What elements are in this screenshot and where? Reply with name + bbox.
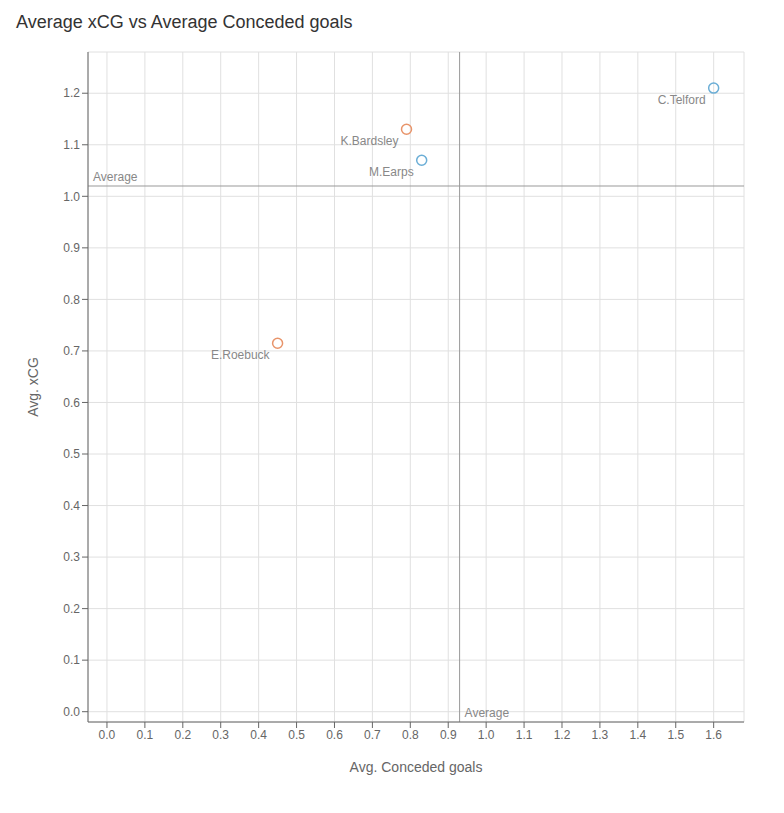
- svg-text:0.8: 0.8: [63, 293, 80, 307]
- svg-text:0.6: 0.6: [63, 396, 80, 410]
- svg-text:1.5: 1.5: [667, 728, 684, 742]
- svg-text:0.0: 0.0: [99, 728, 116, 742]
- svg-text:0.8: 0.8: [402, 728, 419, 742]
- svg-text:M.Earps: M.Earps: [369, 165, 414, 179]
- svg-text:0.2: 0.2: [63, 602, 80, 616]
- svg-text:1.3: 1.3: [592, 728, 609, 742]
- svg-text:0.3: 0.3: [212, 728, 229, 742]
- svg-text:0.4: 0.4: [250, 728, 267, 742]
- svg-text:Avg. Conceded goals: Avg. Conceded goals: [350, 759, 483, 775]
- svg-text:C.Telford: C.Telford: [658, 93, 706, 107]
- svg-text:0.5: 0.5: [63, 447, 80, 461]
- svg-text:Avg. xCG: Avg. xCG: [25, 357, 41, 417]
- svg-text:0.7: 0.7: [364, 728, 381, 742]
- svg-text:0.5: 0.5: [288, 728, 305, 742]
- svg-text:0.2: 0.2: [174, 728, 191, 742]
- svg-text:K.Bardsley: K.Bardsley: [340, 134, 398, 148]
- svg-text:1.2: 1.2: [554, 728, 571, 742]
- svg-text:1.2: 1.2: [63, 86, 80, 100]
- svg-text:0.9: 0.9: [440, 728, 457, 742]
- svg-text:1.0: 1.0: [478, 728, 495, 742]
- svg-text:E.Roebuck: E.Roebuck: [211, 348, 271, 362]
- svg-text:1.4: 1.4: [629, 728, 646, 742]
- svg-text:0.6: 0.6: [326, 728, 343, 742]
- svg-text:1.1: 1.1: [63, 138, 80, 152]
- svg-text:0.0: 0.0: [63, 705, 80, 719]
- html-text:Average xCG vs Average Concede: Average xCG vs Average Conceded goals: [16, 12, 353, 32]
- svg-text:Average: Average: [93, 170, 138, 184]
- svg-text:0.7: 0.7: [63, 344, 80, 358]
- svg-text:0.9: 0.9: [63, 241, 80, 255]
- svg-text:0.1: 0.1: [137, 728, 154, 742]
- svg-text:0.4: 0.4: [63, 499, 80, 513]
- svg-text:1.1: 1.1: [516, 728, 533, 742]
- svg-text:1.6: 1.6: [705, 728, 722, 742]
- svg-text:1.0: 1.0: [63, 190, 80, 204]
- svg-text:0.1: 0.1: [63, 653, 80, 667]
- svg-text:0.3: 0.3: [63, 550, 80, 564]
- svg-text:Average: Average: [465, 706, 510, 720]
